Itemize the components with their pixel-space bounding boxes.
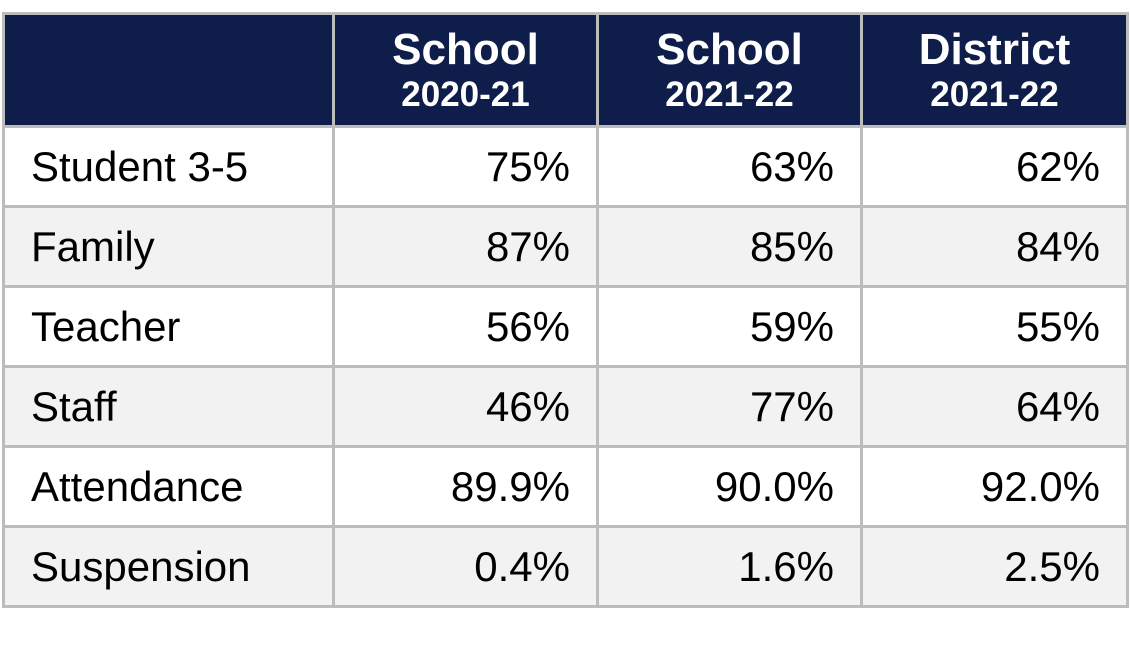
row-label: Staff	[2, 365, 335, 448]
row-label: Student 3-5	[2, 125, 335, 208]
table-cell: 55%	[860, 285, 1129, 368]
header-row: School 2020-21 School 2021-22 District 2021…	[2, 12, 1129, 128]
table-row: Teacher 56% 59% 55%	[2, 285, 1129, 368]
table-row: Family 87% 85% 84%	[2, 205, 1129, 288]
table-cell: 56%	[332, 285, 599, 368]
row-label: Attendance	[2, 445, 335, 528]
row-label: Teacher	[2, 285, 335, 368]
header-school-2020-21: School 2020-21	[332, 12, 599, 128]
table-cell: 77%	[596, 365, 863, 448]
table-cell: 87%	[332, 205, 599, 288]
table-cell: 62%	[860, 125, 1129, 208]
table-cell: 59%	[596, 285, 863, 368]
row-label: Suspension	[2, 525, 335, 608]
table-cell: 2.5%	[860, 525, 1129, 608]
table-cell: 75%	[332, 125, 599, 208]
header-empty	[2, 12, 335, 128]
table-row: Attendance 89.9% 90.0% 92.0%	[2, 445, 1129, 528]
table-cell: 92.0%	[860, 445, 1129, 528]
table-row: Student 3-5 75% 63% 62%	[2, 125, 1129, 208]
table-cell: 85%	[596, 205, 863, 288]
header-district-2021-22: District 2021-22	[860, 12, 1129, 128]
table-cell: 90.0%	[596, 445, 863, 528]
header-school-2021-22: School 2021-22	[596, 12, 863, 128]
table-cell: 1.6%	[596, 525, 863, 608]
table-cell: 64%	[860, 365, 1129, 448]
table-cell: 89.9%	[332, 445, 599, 528]
table-cell: 63%	[596, 125, 863, 208]
table-cell: 46%	[332, 365, 599, 448]
table-row: Suspension 0.4% 1.6% 2.5%	[2, 525, 1129, 608]
table-row: Staff 46% 77% 64%	[2, 365, 1129, 448]
data-table: School 2020-21 School 2021-22 District 2021…	[2, 12, 1129, 608]
table-cell: 0.4%	[332, 525, 599, 608]
table-cell: 84%	[860, 205, 1129, 288]
row-label: Family	[2, 205, 335, 288]
